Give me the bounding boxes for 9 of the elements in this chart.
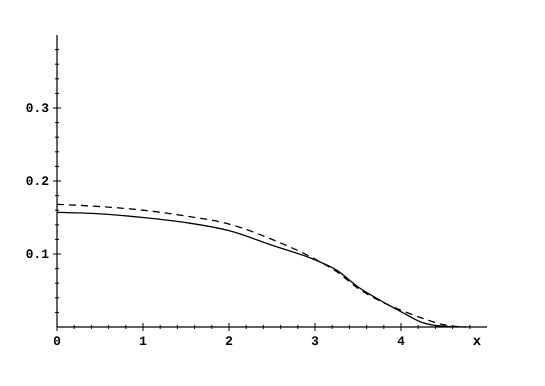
x-tick-label: 2 [225, 334, 234, 349]
y-tick-label: 0.3 [26, 101, 50, 116]
y-tick-label: 0.2 [26, 174, 50, 189]
x-tick-label: 4 [397, 334, 406, 349]
x-axis-title: x [472, 334, 482, 350]
x-tick-label: 3 [311, 334, 320, 349]
x-tick-label: 0 [53, 334, 62, 349]
y-tick-label: 0.1 [26, 247, 50, 262]
x-tick-label: 1 [139, 334, 148, 349]
